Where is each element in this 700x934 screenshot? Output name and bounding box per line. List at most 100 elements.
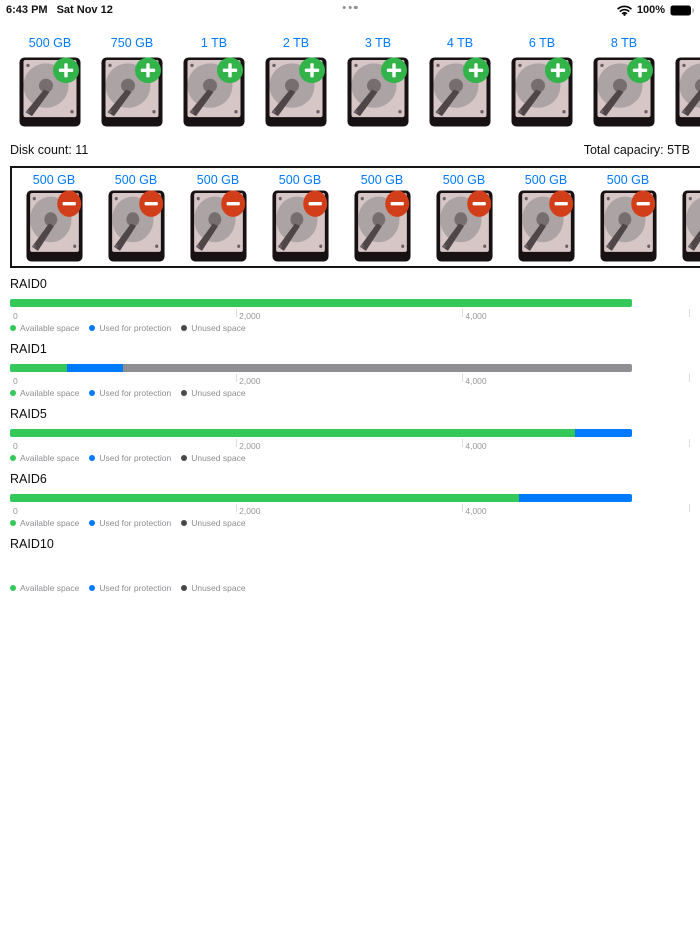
legend-dot-icon — [181, 585, 188, 591]
axis-tick-label: 2,000 — [239, 506, 261, 516]
raid-legend: Available space Used for protection Unused… — [10, 518, 690, 528]
raid-section-raid1: RAID1 0 2,000 4,000 Available space Used fo… — [10, 342, 690, 398]
raid-chart: 0 2,000 4,000 — [10, 494, 690, 516]
disk-item-add-5[interactable]: 4 TB — [419, 36, 501, 127]
hdd-icon-holder — [189, 190, 247, 262]
hdd-icon-holder — [107, 190, 165, 262]
plus-icon — [135, 57, 161, 84]
plus-icon — [299, 57, 325, 84]
date: Sat Nov 12 — [56, 4, 113, 16]
disk-item-remove-2[interactable]: 500 GB — [177, 173, 259, 266]
hdd-icon — [183, 57, 245, 127]
legend-label: Used for protection — [99, 518, 172, 528]
disk-item-remove-6[interactable]: 500 GB — [505, 173, 587, 266]
wifi-icon — [617, 5, 632, 16]
bar-segment-protection — [575, 429, 632, 437]
legend-item: Used for protection — [89, 388, 171, 398]
axis-tick-label: 4,000 — [465, 506, 487, 516]
raid-title: RAID0 — [10, 277, 47, 291]
legend-label: Available space — [20, 583, 80, 593]
raid-legend: Available space Used for protection Unused… — [10, 388, 690, 398]
disk-item-add-4[interactable]: 3 TB — [337, 36, 419, 127]
disk-size-label: 500 GB — [606, 173, 650, 187]
raid-axis: 0 2,000 4,000 — [10, 504, 690, 516]
status-menu-dots-icon — [342, 6, 358, 10]
axis-tick-label: 0 — [13, 506, 18, 516]
disk-item-add-0[interactable]: 500 GB — [9, 36, 91, 127]
hdd-icon-holder — [353, 190, 411, 262]
hdd-icon-holder — [265, 57, 327, 127]
battery-icon — [670, 5, 694, 15]
legend-label: Unused space — [191, 453, 246, 463]
legend-label: Unused space — [191, 583, 246, 593]
hdd-icon — [435, 190, 493, 262]
hdd-icon — [429, 57, 491, 127]
disk-item-remove-0[interactable]: 500 GB — [13, 173, 95, 266]
hdd-icon — [353, 190, 411, 262]
disk-size-label: 500 GB — [278, 173, 322, 187]
disk-size-label: 8 TB — [610, 36, 638, 50]
disk-size-label: 500 GB — [196, 173, 240, 187]
disk-item-add-6[interactable]: 6 TB — [501, 36, 583, 127]
legend-item: Unused space — [181, 388, 246, 398]
legend-dot-icon — [89, 325, 96, 331]
disk-item-remove-4[interactable]: 500 GB — [341, 173, 423, 266]
legend-item: Available space — [10, 583, 79, 593]
raid-section-raid5: RAID5 0 2,000 4,000 Available space Used fo… — [10, 407, 690, 463]
raid-section-raid6: RAID6 0 2,000 4,000 Available space Used fo… — [10, 472, 690, 528]
axis-tick-label: 4,000 — [465, 311, 487, 321]
disk-size-label: 500 GB — [28, 36, 72, 50]
disk-item-add-1[interactable]: 750 GB — [91, 36, 173, 127]
minus-icon — [56, 190, 81, 217]
hdd-icon — [265, 57, 327, 127]
disk-size-label: 500 GB — [524, 173, 568, 187]
disk-item-add-partial[interactable] — [665, 36, 700, 127]
selected-disks-box[interactable]: 500 GB 500 GB 500 GB — [10, 166, 700, 268]
axis-tick-label: 4,000 — [465, 441, 487, 451]
legend-item: Available space — [10, 388, 79, 398]
disk-size-palette[interactable]: 500 GB 750 GB 1 TB — [0, 36, 700, 127]
legend-dot-icon — [181, 455, 188, 461]
hdd-icon-holder — [347, 57, 409, 127]
legend-item: Used for protection — [89, 583, 171, 593]
summary-row: Disk count: 11 Total capaciry: 5TB — [0, 143, 700, 157]
hdd-icon-holder — [101, 57, 163, 127]
disk-item-add-7[interactable]: 8 TB — [583, 36, 665, 127]
disk-count-label: Disk count: 11 — [10, 143, 89, 157]
bar-segment-available — [10, 494, 519, 502]
raid-legend: Available space Used for protection Unused… — [10, 323, 690, 333]
disk-item-remove-3[interactable]: 500 GB — [259, 173, 341, 266]
legend-item: Used for protection — [89, 453, 171, 463]
disk-item-remove-partial[interactable] — [669, 173, 700, 266]
disk-item-remove-7[interactable]: 500 GB — [587, 173, 669, 266]
bar-segment-unused — [123, 364, 632, 372]
disk-item-add-2[interactable]: 1 TB — [173, 36, 255, 127]
hdd-icon — [25, 190, 83, 262]
legend-dot-icon — [10, 520, 16, 526]
disk-item-remove-1[interactable]: 500 GB — [95, 173, 177, 266]
legend-item: Used for protection — [89, 323, 171, 333]
legend-label: Used for protection — [99, 323, 172, 333]
raid-capacity-bar — [10, 429, 632, 437]
raid-title: RAID10 — [10, 537, 54, 551]
disk-size-label: 6 TB — [528, 36, 556, 50]
plus-icon — [545, 57, 571, 84]
disk-item-remove-5[interactable]: 500 GB — [423, 173, 505, 266]
axis-tick-line — [236, 504, 238, 512]
minus-icon — [548, 190, 573, 217]
bar-segment-available — [10, 364, 67, 372]
raid-legend: Available space Used for protection Unused… — [10, 453, 690, 463]
axis-tick-label: 2,000 — [239, 441, 261, 451]
axis-tick-label: 4,000 — [465, 376, 487, 386]
disk-item-add-3[interactable]: 2 TB — [255, 36, 337, 127]
raid-capacity-bar — [10, 494, 632, 502]
status-right: 100% — [617, 4, 694, 16]
hdd-icon — [101, 57, 163, 127]
raid-chart: 0 2,000 4,000 — [10, 299, 690, 321]
legend-label: Unused space — [191, 323, 246, 333]
hdd-icon — [511, 57, 573, 127]
legend-label: Available space — [20, 388, 80, 398]
legend-label: Unused space — [191, 388, 246, 398]
minus-icon — [466, 190, 491, 217]
raid-axis: 0 2,000 4,000 — [10, 309, 690, 321]
